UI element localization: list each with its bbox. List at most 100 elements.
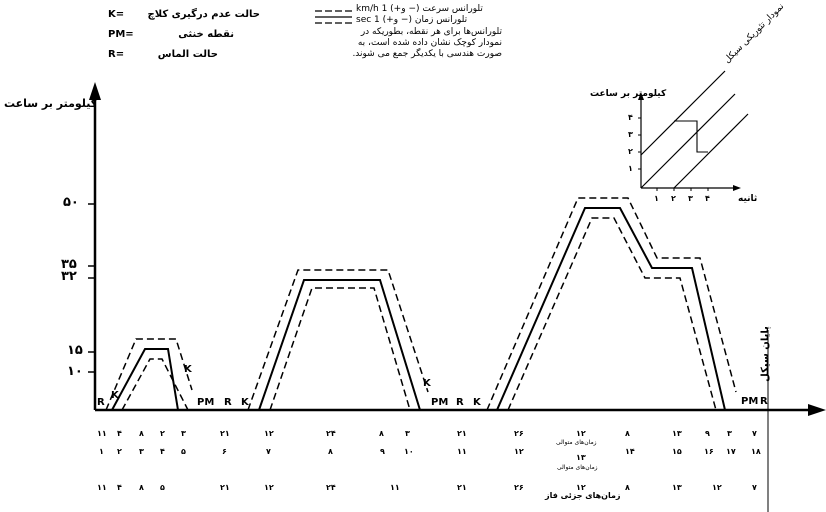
legend-abbr-r-text: حالت الماس: [157, 49, 218, 60]
inset-x-tick-label-2: ۲: [671, 194, 676, 203]
tolerance-upper-3: [486, 197, 737, 411]
state-label-r: R: [224, 397, 232, 408]
row2-cell: ۶: [222, 447, 227, 456]
row3-cell: ۱۱: [97, 483, 107, 492]
row2-cell: ۱۱: [457, 447, 467, 456]
row3-cell: ۸: [139, 483, 144, 492]
y-tick-label-32: ۳۲: [61, 269, 77, 284]
tolerance-lower-3: [507, 217, 717, 411]
state-label-r: R: [456, 397, 464, 408]
cycle-line-3: [496, 207, 726, 411]
legend-note-line-1: تلورانس‌ها برای هر نقطه، بطوریکه در: [360, 27, 502, 37]
legend-abbr-pm-text: نقطه خنثی: [178, 29, 234, 40]
row3-cell: ۲۶: [514, 483, 524, 492]
row1-cell: ۳: [181, 429, 186, 438]
y-axis-label: کیلومتر بر ساعت: [4, 97, 98, 110]
tolerance-lower-1: [121, 358, 189, 411]
state-label-k: K: [184, 364, 192, 375]
inset-tolerance-step: [674, 120, 708, 153]
inset-x-tick-label-4: ۴: [705, 194, 710, 203]
row1-cell: ۱۲: [264, 429, 274, 438]
tolerance-upper-2: [247, 269, 429, 411]
row2-cell: ۳: [139, 447, 144, 456]
row1-cell: ۱۳: [672, 429, 682, 438]
row3-caption: زمان‌های جزئی فاز: [545, 491, 621, 500]
row2-cell: ۱۵: [672, 447, 682, 456]
inset-x-arrow: [733, 185, 741, 191]
row1-cell: ۹: [705, 429, 710, 438]
inset-xlabel: ثانیه: [738, 194, 758, 204]
row2-cell: ۱۲: [514, 447, 524, 456]
x-axis-arrow: [808, 404, 826, 416]
row2-cell: ۱۰: [404, 447, 414, 456]
legend-abbr-k-key: K=: [108, 9, 125, 20]
legend-abbr-k: حالت عدم درگیری کلاچ: [148, 9, 260, 21]
row1-cell: ۲: [160, 429, 165, 438]
legend-note-line-2: نمودار کوچک نشان داده شده است، به: [357, 38, 502, 48]
row2-cell: ۹: [380, 447, 385, 456]
row1-cell: ۳: [405, 429, 410, 438]
row1-cell: ۱۲: [576, 429, 586, 438]
row1-caption: زمان‌های متوالی: [556, 439, 597, 446]
inset-x-tick-label-1: ۱: [654, 194, 659, 203]
inset-y-arrow: [638, 92, 644, 100]
legend-tolerance-speed: km/h 1 (+و −) تلورانس سرعت: [356, 4, 483, 14]
row3-cell: ۸: [625, 483, 630, 492]
inset-y-tick-label-1: ۱: [628, 164, 633, 173]
row2-cell: ۸: [328, 447, 333, 456]
state-label-k: K: [241, 397, 249, 408]
row2-cell: ۱۶: [704, 447, 714, 456]
y-tick-label-35: ۳۵: [61, 257, 77, 272]
row3-cell: ۱۳: [672, 483, 682, 492]
state-label-r: R: [97, 397, 105, 408]
legend-abbr-pm: نقطه خنثی: [178, 29, 234, 41]
legend-abbr-k-text: حالت عدم درگیری کلاچ: [147, 9, 260, 20]
legend-tolerance-time: sec 1 (+و −) تلورانس زمان: [356, 15, 468, 25]
row3-cell: ۷: [752, 483, 757, 492]
inset-x-tick-label-3: ۳: [688, 194, 693, 203]
row2-cell: ۲: [117, 447, 122, 456]
inset-y-tick-label-3: ۳: [628, 130, 633, 139]
row3-cell: ۴: [117, 483, 122, 492]
row2-cell: ۱۷: [726, 447, 736, 456]
y-tick-label-50: ۵۰: [63, 195, 79, 210]
row2-cell: ۵: [181, 447, 186, 456]
row3-cell: ۱۲: [264, 483, 274, 492]
legend-abbr-pm-key: PM=: [108, 29, 134, 40]
legend-abbr-r-key: R=: [108, 49, 125, 60]
tolerance-upper-1: [105, 338, 193, 411]
legend-abbr-r: حالت الماس: [158, 49, 218, 61]
row3-cell: ۲۱: [220, 483, 230, 492]
row2-cell: ۱: [99, 447, 104, 456]
state-label-k: K: [111, 390, 119, 401]
cycle-line-2: [258, 279, 421, 411]
row3-cell: ۲۴: [326, 483, 336, 492]
y-tick-label-10: ۱۰: [67, 364, 83, 379]
state-label-pm: PM: [741, 396, 759, 407]
inset-diagonal-lower: [673, 113, 749, 189]
end-of-cycle-label: پایان سیکل: [760, 326, 771, 382]
row3-cell: ۱۲: [576, 483, 586, 492]
row1-cell: ۸: [625, 429, 630, 438]
legend-note-line-3: صورت هندسی با یکدیگر جمع می شوند.: [352, 49, 502, 59]
row1-cell: ۲۱: [457, 429, 467, 438]
row1-cell: ۴: [117, 429, 122, 438]
tolerance-lower-2: [269, 287, 411, 411]
row2-cell: ۱۳: [576, 453, 586, 462]
row2-cell: ۱۴: [625, 447, 635, 456]
row2-caption: زمان‌های متوالی: [557, 464, 598, 471]
row1-cell: ۸: [379, 429, 384, 438]
row2-cell: ۴: [160, 447, 165, 456]
state-label-pm: PM: [197, 397, 215, 408]
inset-ylabel: کیلومتر بر ساعت: [590, 89, 667, 99]
state-label-k: K: [473, 397, 481, 408]
row3-cell: ۲۱: [457, 483, 467, 492]
row3-cell: ۱۲: [712, 483, 722, 492]
inset-y-tick-label-4: ۴: [628, 113, 633, 122]
row2-cell: ۱۸: [751, 447, 761, 456]
row1-cell: ۲۴: [326, 429, 336, 438]
state-label-k: K: [423, 378, 431, 389]
inset-chart: [638, 70, 749, 191]
row1-cell: ۷: [752, 429, 757, 438]
